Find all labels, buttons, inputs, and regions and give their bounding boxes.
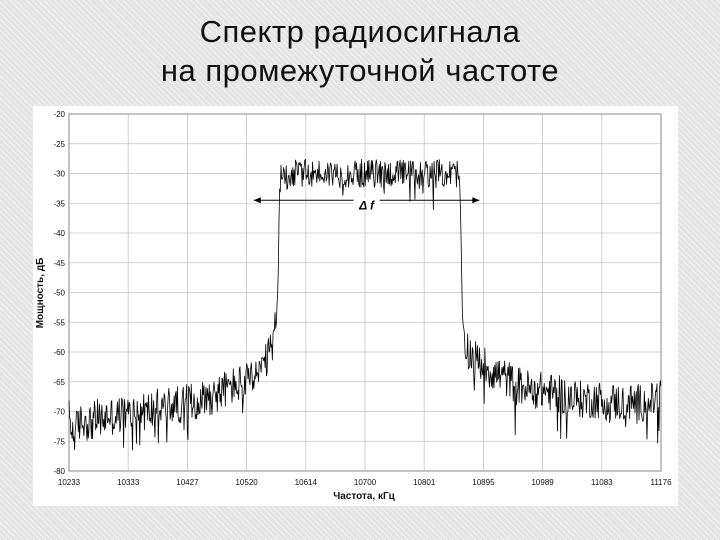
- spectrum-chart: -20 -25 -30 -35 -40 -45 -50 -55 -60 -65 -70 -75 -80 1…: [33, 106, 678, 506]
- x-tick-label: 11083: [591, 478, 613, 487]
- slide-title: Спектр радиосигнала на промежуточной час…: [0, 12, 720, 90]
- x-tick-label: 11176: [650, 478, 672, 487]
- spectrum-chart-svg: -20 -25 -30 -35 -40 -45 -50 -55 -60 -65 -70 -75 -80 1…: [35, 110, 672, 502]
- y-tick-label: -50: [53, 289, 65, 298]
- y-tick-label: -25: [53, 140, 65, 149]
- x-tick-label: 10427: [176, 478, 199, 487]
- x-tick-label: 10520: [235, 478, 258, 487]
- y-tick-label: -40: [53, 229, 65, 238]
- title-line-2: на промежуточной частоте: [160, 53, 560, 88]
- plot-frame: [68, 113, 662, 472]
- x-axis-label: Частота, кГц: [333, 491, 395, 502]
- y-tick-label: -70: [53, 408, 65, 417]
- y-tick-label: -30: [53, 170, 65, 179]
- x-tick-label: 10801: [413, 478, 436, 487]
- y-tick-label: -55: [53, 318, 65, 327]
- y-tick-label: -80: [53, 467, 65, 476]
- title-line-1: Спектр радиосигнала: [199, 14, 521, 49]
- y-tick-label: -20: [53, 110, 65, 119]
- x-tick-label: 10700: [354, 478, 377, 487]
- delta-f-arrow-right: [472, 197, 480, 204]
- y-tick-label: -65: [53, 378, 65, 387]
- x-tick-label: 10614: [295, 478, 318, 487]
- delta-f-label: Δ f: [358, 198, 375, 212]
- x-tick-label: 10333: [117, 478, 140, 487]
- y-tick-label: -45: [53, 259, 65, 268]
- y-tick-label: -60: [53, 348, 65, 357]
- delta-f-arrow-left: [253, 197, 261, 204]
- annotation-layer: Δ f: [253, 197, 480, 212]
- x-tick-label: 10989: [531, 478, 554, 487]
- trace-layer: [68, 158, 662, 451]
- y-tick-label: -35: [53, 199, 65, 208]
- y-tick-label: -75: [53, 437, 65, 446]
- spectrum-trace: [68, 158, 662, 451]
- x-tick-label: 10233: [58, 478, 81, 487]
- tick-labels: -20 -25 -30 -35 -40 -45 -50 -55 -60 -65 -70 -75 -80 1…: [53, 110, 672, 487]
- delta-f-label-bg: [353, 198, 380, 211]
- y-axis-label: Мощность, дБ: [35, 258, 46, 329]
- x-tick-label: 10895: [472, 478, 495, 487]
